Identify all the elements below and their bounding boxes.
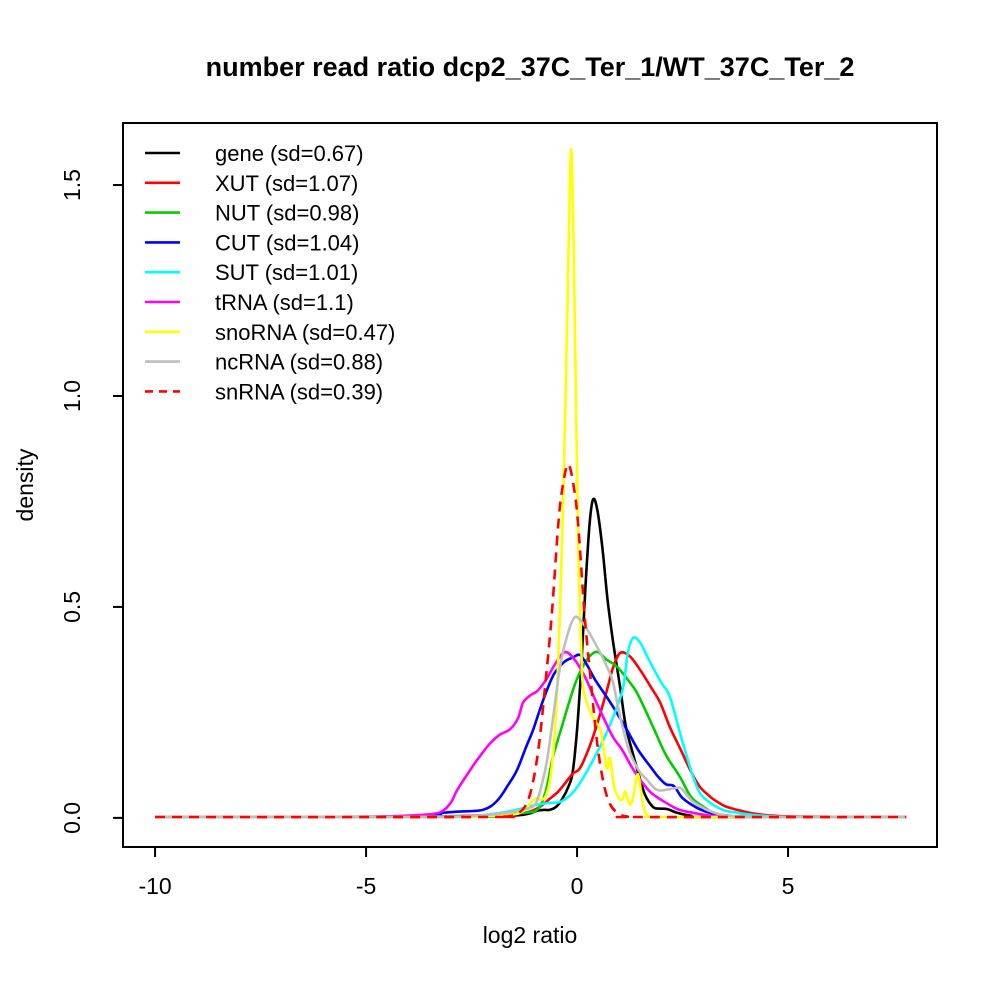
y-tick-label-0.5: 0.5 [59,591,85,623]
legend-label-CUT: CUT (sd=1.04) [215,230,359,255]
y-tick-label-0.0: 0.0 [59,802,85,834]
legend-label-snoRNA: snoRNA (sd=0.47) [215,320,395,345]
curve-ncRNA [155,615,907,819]
curve-gene [155,497,907,819]
legend-label-snRNA: snRNA (sd=0.39) [215,379,383,404]
legend: gene (sd=0.67) XUT (sd=1.07) NUT (sd=0.98)… [145,141,395,404]
legend-item-tRNA: tRNA (sd=1.1) [145,290,354,315]
legend-label-XUT: XUT (sd=1.07) [215,171,358,196]
x-axis-title: log2 ratio [483,922,578,948]
legend-label-tRNA: tRNA (sd=1.1) [215,290,354,315]
legend-label-ncRNA: ncRNA (sd=0.88) [215,350,383,375]
legend-item-snRNA: snRNA (sd=0.39) [145,379,383,404]
legend-item-XUT: XUT (sd=1.07) [145,171,358,196]
x-tick-label-0: 0 [571,873,584,899]
legend-item-gene: gene (sd=0.67) [145,141,364,166]
x-tick-label--5: -5 [356,873,376,899]
y-axis-ticks: 0.0 0.5 1.0 1.5 [59,169,123,834]
y-tick-label-1.5: 1.5 [59,169,85,201]
legend-label-NUT: NUT (sd=0.98) [215,201,359,226]
x-tick-label--10: -10 [138,873,171,899]
y-axis-title: density [12,448,38,521]
curve-snRNA [155,462,907,819]
legend-label-gene: gene (sd=0.67) [215,141,364,166]
y-tick-label-1.0: 1.0 [59,380,85,412]
legend-item-CUT: CUT (sd=1.04) [145,230,359,255]
curves-group [155,147,907,819]
x-axis-ticks: -10 -5 0 5 [138,847,794,899]
x-tick-label-5: 5 [782,873,795,899]
legend-item-ncRNA: ncRNA (sd=0.88) [145,350,383,375]
legend-label-SUT: SUT (sd=1.01) [215,260,358,285]
plot-border [122,122,938,848]
legend-item-snoRNA: snoRNA (sd=0.47) [145,320,395,345]
legend-item-NUT: NUT (sd=0.98) [145,201,359,226]
curve-tRNA [155,650,907,819]
legend-item-SUT: SUT (sd=1.01) [145,260,358,285]
chart-title: number read ratio dcp2_37C_Ter_1/WT_37C_… [206,52,855,82]
